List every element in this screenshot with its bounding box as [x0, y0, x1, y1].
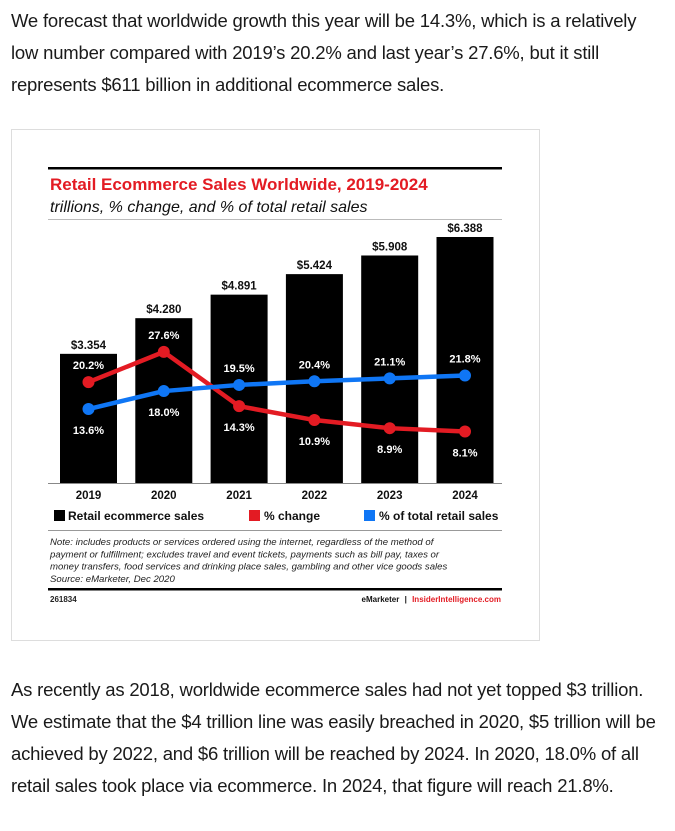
pct-change-label-2021: 14.3%: [223, 422, 254, 434]
pct-of-total-label-2024: 21.8%: [449, 354, 480, 366]
pct-of-total-label-2023: 21.1%: [374, 356, 405, 368]
bar-label-2021: $4.891: [222, 281, 258, 293]
pct-of-total-label-2021: 19.5%: [223, 363, 254, 375]
pct-change-point-2019: [82, 376, 95, 389]
legend: Retail ecommerce sales % change % of tot…: [54, 509, 499, 523]
pct-change-label-2024: 8.1%: [452, 447, 477, 459]
legend-swatch-change: [249, 510, 260, 521]
credit-brand: eMarketer: [362, 595, 400, 604]
bars-group: [60, 237, 494, 483]
legend-swatch-share: [364, 510, 375, 521]
title-top-rule: [48, 167, 502, 170]
pct-change-label-2019: 20.2%: [73, 360, 104, 372]
note-line: money transfers, food services and drink…: [50, 562, 447, 573]
pct-of-total-line: [87, 373, 466, 412]
legend-swatch-sales: [54, 510, 65, 521]
pct-change-line: [87, 349, 466, 434]
followup-paragraph: As recently as 2018, worldwide ecommerce…: [11, 679, 656, 796]
x-tick-2024: 2024: [452, 490, 478, 502]
x-tick-2022: 2022: [302, 490, 328, 502]
credit-separator: |: [405, 595, 407, 604]
legend-item-sales: Retail ecommerce sales: [54, 509, 204, 523]
chart-subtitle: trillions, % change, and % of total reta…: [50, 199, 368, 216]
note-line: payment or fulfillment; excludes travel …: [49, 549, 440, 560]
pct-change-point-2022: [308, 414, 321, 427]
pct-change-point-2024: [459, 425, 471, 438]
bar-2024: [436, 237, 494, 483]
footer-rule: [48, 588, 502, 591]
labels-group: $3.354 $4.280 $4.891 $5.424 $5.908 $6.388 20.2…: [71, 223, 483, 459]
chart-note: Note: includes products or services orde…: [49, 537, 447, 573]
pct-of-total-point-2020: [157, 385, 170, 398]
bar-label-2022: $5.424: [297, 260, 333, 272]
bar-label-2020: $4.280: [146, 304, 181, 316]
intro-paragraph: We forecast that worldwide growth this y…: [11, 10, 637, 95]
lines-group: [82, 345, 471, 438]
pct-change-point-2023: [383, 422, 396, 435]
x-axis-line: [48, 483, 502, 484]
chart-title: Retail Ecommerce Sales Worldwide, 2019-2…: [50, 175, 428, 194]
subtitle-rule: [48, 219, 502, 220]
chart-svg: Retail Ecommerce Sales Worldwide, 2019-2…: [48, 167, 502, 604]
pct-of-total-point-2022: [308, 375, 321, 388]
chart-credit: eMarketer | InsiderIntelligence.com: [362, 595, 501, 604]
x-tick-2019: 2019: [76, 490, 102, 502]
legend-label-sales: Retail ecommerce sales: [68, 509, 204, 523]
pct-of-total-point-2021: [233, 378, 246, 391]
pct-change-point-2020: [157, 345, 170, 358]
bar-label-2024: $6.388: [447, 223, 483, 235]
pct-of-total-label-2020: 18.0%: [148, 407, 179, 419]
bar-label-2019: $3.354: [71, 340, 107, 352]
chart-card: Retail Ecommerce Sales Worldwide, 2019-2…: [11, 129, 540, 641]
pct-of-total-point-2019: [82, 403, 95, 416]
bar-label-2023: $5.908: [372, 241, 408, 253]
legend-label-change: % change: [264, 509, 320, 523]
note-line: Note: includes products or services orde…: [50, 537, 435, 548]
legend-item-share: % of total retail sales: [364, 509, 499, 523]
pct-of-total-point-2023: [383, 372, 396, 385]
bar-2020: [135, 318, 193, 483]
bar-2023: [361, 255, 419, 483]
x-tick-2023: 2023: [377, 490, 403, 502]
credit-site: InsiderIntelligence.com: [412, 595, 501, 604]
x-tick-labels: 2019 2020 2021 2022 2023 2024: [76, 490, 479, 502]
pct-of-total-label-2022: 20.4%: [299, 359, 330, 371]
chart-source: Source: eMarketer, Dec 2020: [50, 574, 175, 585]
pct-change-label-2022: 10.9%: [299, 436, 330, 448]
pct-change-point-2021: [233, 400, 246, 413]
pct-of-total-label-2019: 13.6%: [73, 425, 104, 437]
legend-label-share: % of total retail sales: [379, 509, 499, 523]
note-top-rule: [48, 530, 502, 531]
pct-change-label-2020: 27.6%: [148, 330, 179, 342]
x-tick-2020: 2020: [151, 490, 177, 502]
legend-item-change: % change: [249, 509, 320, 523]
chart-id: 261834: [50, 595, 77, 604]
x-tick-2021: 2021: [226, 490, 252, 502]
pct-change-label-2023: 8.9%: [377, 444, 402, 456]
pct-of-total-point-2024: [459, 369, 471, 382]
